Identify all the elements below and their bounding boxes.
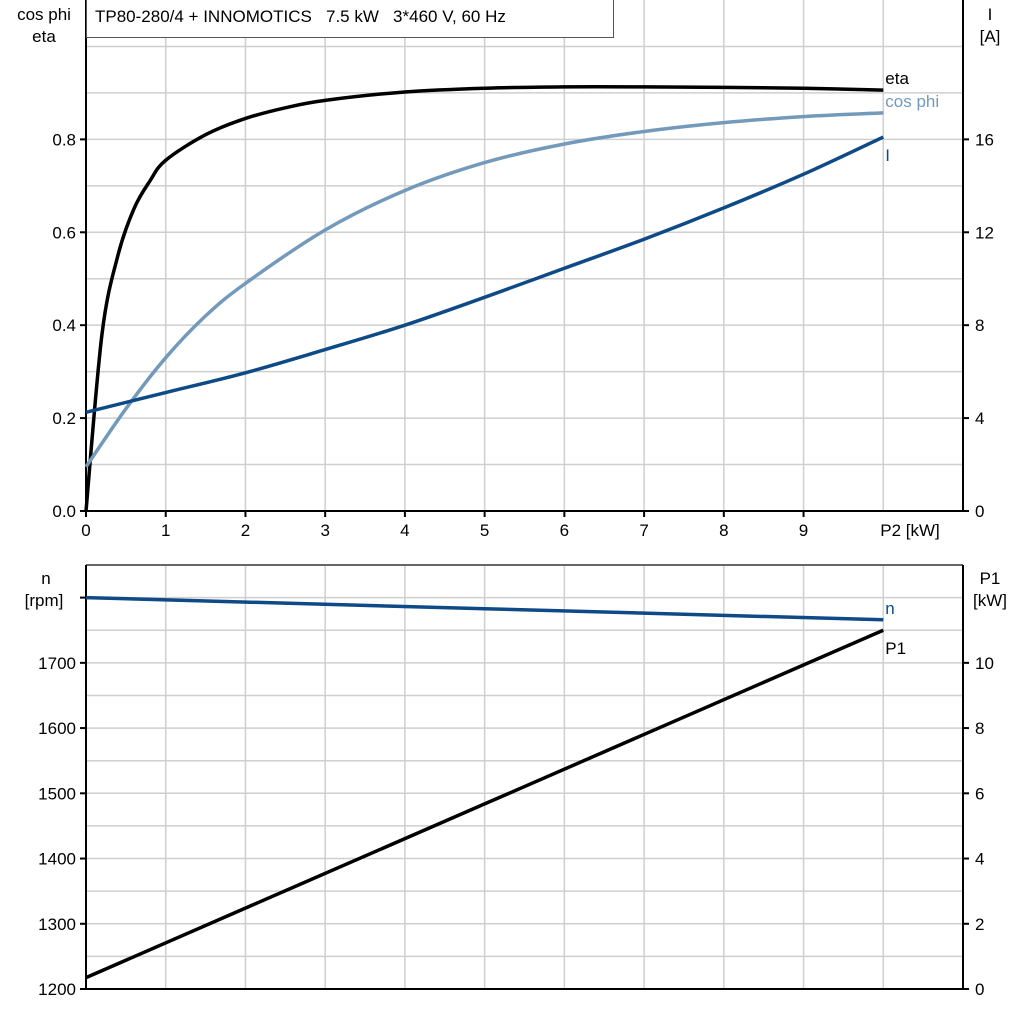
- x-axis-label: P2 [kW]: [880, 521, 940, 540]
- left-tick-label: 1300: [38, 915, 76, 934]
- right-tick-label: 8: [975, 719, 984, 738]
- right-tick-label: 2: [975, 915, 984, 934]
- series-label-cos-phi: cos phi: [885, 92, 939, 111]
- series-label-n: n: [885, 599, 894, 618]
- x-tick-label: 8: [719, 521, 728, 540]
- right-tick-label: 8: [975, 316, 984, 335]
- x-tick-label: 7: [639, 521, 648, 540]
- left-tick-label: 1500: [38, 784, 76, 803]
- right-tick-label: 10: [975, 654, 994, 673]
- x-tick-label: 3: [320, 521, 329, 540]
- right-tick-label: 4: [975, 409, 984, 428]
- series-line-cos-phi: [84, 111, 884, 468]
- left-tick-label: 0.4: [52, 316, 76, 335]
- x-tick-label: 6: [560, 521, 569, 540]
- x-tick-label: 1: [161, 521, 170, 540]
- left-tick-label: 1200: [38, 980, 76, 999]
- right-tick-label: 6: [975, 784, 984, 803]
- series-line-i: [85, 135, 885, 414]
- series-line-eta: [84, 84, 884, 512]
- right-axis-label: P1: [980, 569, 1001, 588]
- series-label-eta: eta: [885, 69, 909, 88]
- left-tick-label: 0.0: [52, 502, 76, 521]
- left-axis-label-unit: eta: [32, 27, 56, 46]
- x-tick-label: 2: [241, 521, 250, 540]
- series-label-p1: P1: [885, 639, 906, 658]
- series-line-p1: [85, 628, 884, 980]
- x-tick-label: 4: [400, 521, 409, 540]
- series-line-n: [85, 595, 884, 622]
- left-axis-label: n: [41, 569, 50, 588]
- left-tick-label: 0.6: [52, 223, 76, 242]
- right-axis-label-unit: [kW]: [973, 591, 1007, 610]
- left-tick-label: 0.8: [52, 130, 76, 149]
- right-tick-label: 0: [975, 502, 984, 521]
- right-tick-label: 16: [975, 130, 994, 149]
- left-tick-label: 1700: [38, 654, 76, 673]
- chart-title: TP80-280/4 + INNOMOTICS 7.5 kW 3*460 V, …: [86, 0, 614, 38]
- series-label-i: I: [885, 146, 890, 165]
- left-axis-label-unit: [rpm]: [25, 591, 64, 610]
- left-tick-label: 1400: [38, 850, 76, 869]
- right-axis-label: I: [988, 5, 993, 24]
- left-axis-label: cos phi: [17, 5, 71, 24]
- x-tick-label: 5: [480, 521, 489, 540]
- right-tick-label: 4: [975, 850, 984, 869]
- right-tick-label: 0: [975, 980, 984, 999]
- right-axis-label-unit: [A]: [980, 27, 1001, 46]
- right-tick-label: 12: [975, 223, 994, 242]
- x-tick-label: 0: [81, 521, 90, 540]
- left-tick-label: 1600: [38, 719, 76, 738]
- x-tick-label: 9: [799, 521, 808, 540]
- left-tick-label: 0.2: [52, 409, 76, 428]
